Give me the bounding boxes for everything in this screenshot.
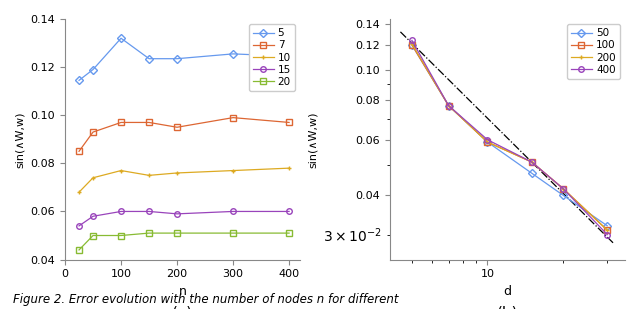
100	[604, 228, 611, 232]
10	[285, 166, 293, 170]
7	[75, 150, 83, 153]
15	[173, 212, 181, 216]
7	[229, 116, 237, 120]
10	[145, 174, 153, 177]
5	[117, 36, 125, 40]
7	[89, 130, 97, 134]
20	[89, 234, 97, 237]
Line: 7: 7	[76, 115, 292, 154]
50	[604, 224, 611, 228]
5	[75, 78, 83, 82]
10	[117, 169, 125, 172]
5	[229, 52, 237, 56]
7	[145, 121, 153, 124]
7	[117, 121, 125, 124]
Legend: 5, 7, 10, 15, 20: 5, 7, 10, 15, 20	[248, 24, 295, 91]
10	[229, 169, 237, 172]
100	[528, 160, 536, 164]
400	[408, 39, 416, 42]
100	[408, 43, 416, 47]
400	[445, 104, 452, 108]
50	[408, 43, 416, 47]
400	[559, 187, 567, 190]
20	[229, 231, 237, 235]
5	[89, 68, 97, 71]
200	[604, 228, 611, 232]
10	[173, 171, 181, 175]
200	[408, 42, 416, 46]
20	[285, 231, 293, 235]
Line: 10: 10	[77, 166, 292, 195]
Legend: 50, 100, 200, 400: 50, 100, 200, 400	[567, 24, 620, 79]
7	[285, 121, 293, 124]
200	[445, 104, 452, 108]
Line: 5: 5	[76, 36, 292, 83]
50	[484, 140, 492, 144]
20	[145, 231, 153, 235]
5	[285, 54, 293, 58]
200	[559, 187, 567, 190]
Line: 100: 100	[409, 42, 610, 233]
400	[604, 233, 611, 236]
15	[117, 210, 125, 213]
50	[559, 193, 567, 197]
50	[528, 171, 536, 175]
Text: (a): (a)	[172, 305, 193, 309]
400	[528, 160, 536, 164]
15	[285, 210, 293, 213]
5	[173, 57, 181, 61]
100	[559, 187, 567, 190]
15	[229, 210, 237, 213]
400	[484, 138, 492, 142]
Y-axis label: sin(∧W,w): sin(∧W,w)	[308, 111, 317, 167]
Text: Figure 2. Error evolution with the number of nodes n for different: Figure 2. Error evolution with the numbe…	[13, 293, 398, 306]
10	[89, 176, 97, 180]
5	[145, 57, 153, 61]
X-axis label: d: d	[503, 285, 511, 298]
X-axis label: n: n	[179, 285, 187, 298]
15	[75, 224, 83, 228]
10	[75, 190, 83, 194]
Line: 15: 15	[76, 209, 292, 229]
20	[117, 234, 125, 237]
Text: (b): (b)	[497, 305, 518, 309]
Y-axis label: sin(∧W,w): sin(∧W,w)	[15, 111, 25, 167]
50	[445, 104, 452, 108]
15	[89, 214, 97, 218]
Line: 200: 200	[410, 41, 610, 233]
20	[75, 248, 83, 252]
200	[528, 160, 536, 164]
7	[173, 125, 181, 129]
Line: 50: 50	[409, 42, 610, 229]
Line: 400: 400	[409, 38, 610, 237]
20	[173, 231, 181, 235]
100	[445, 104, 452, 108]
Line: 20: 20	[76, 230, 292, 253]
15	[145, 210, 153, 213]
200	[484, 140, 492, 144]
100	[484, 140, 492, 144]
